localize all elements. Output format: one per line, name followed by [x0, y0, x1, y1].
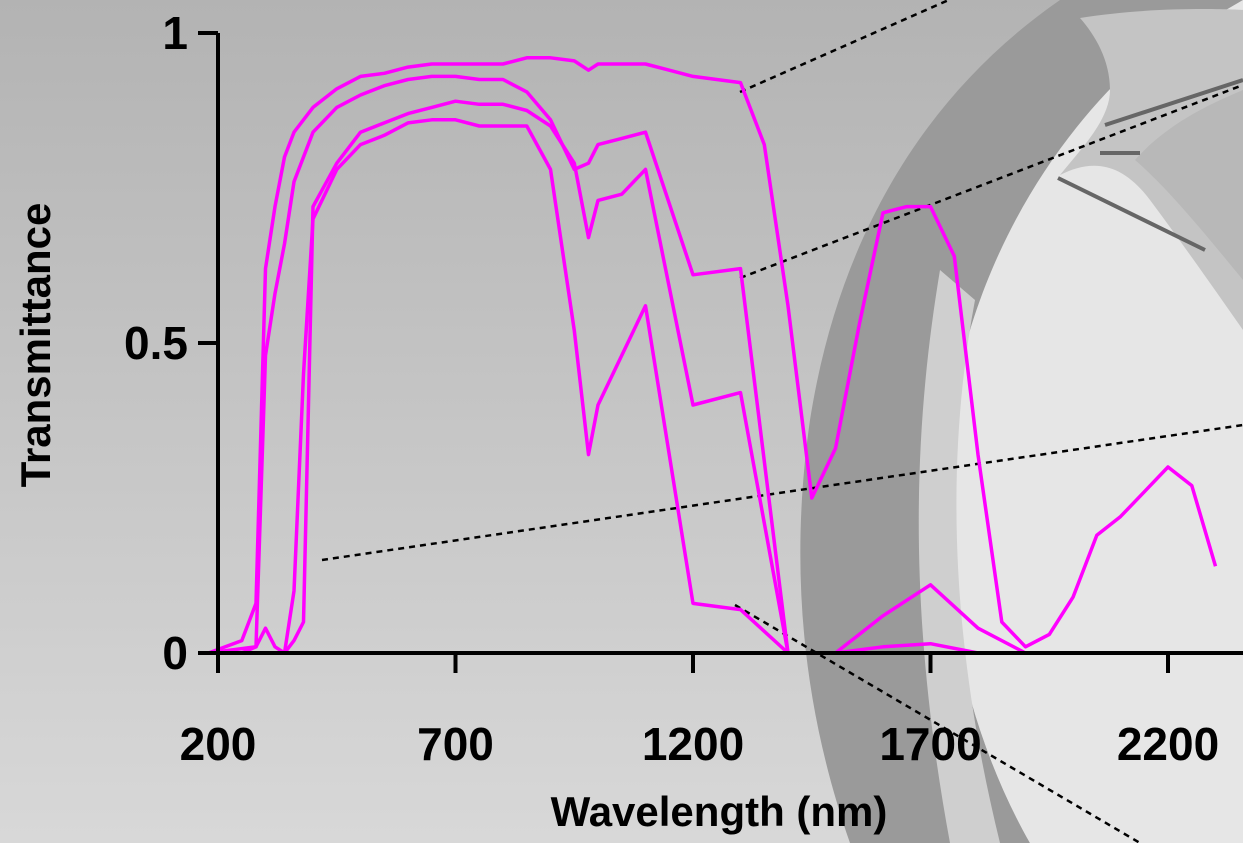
series-line-4	[208, 118, 1216, 655]
x-tick-label: 2200	[1117, 718, 1219, 770]
guide-1	[739, 0, 952, 94]
series-line-2	[208, 74, 1216, 655]
y-tick-label: 0.5	[124, 317, 188, 369]
lens-ring	[800, 0, 1243, 843]
handle-line-3	[1057, 176, 1206, 252]
y-tick-label: 0	[162, 627, 188, 679]
y-axis-title: Transmittance	[12, 203, 59, 488]
x-tick-label: 200	[180, 718, 257, 770]
guide-4	[734, 603, 1141, 843]
guide-3	[321, 423, 1243, 562]
axes	[198, 31, 1243, 673]
y-tick-label: 1	[162, 7, 188, 59]
x-tick-label: 700	[417, 718, 494, 770]
x-tick-label: 1200	[642, 718, 744, 770]
guide-2	[739, 83, 1243, 280]
x-axis-title: Wavelength (nm)	[551, 788, 888, 835]
handle-line-1	[1104, 78, 1243, 127]
series-layer	[207, 56, 1218, 655]
background-illustration	[800, 0, 1243, 843]
hand-inner	[1135, 90, 1243, 280]
lens-shade	[918, 270, 1000, 843]
x-tick-label: 1700	[879, 718, 981, 770]
tick-labels: 200 700 1200 1700 2200 0 0.5 1	[124, 7, 1219, 770]
series-line-1	[207, 56, 1218, 655]
dashed-guides	[321, 0, 1243, 843]
